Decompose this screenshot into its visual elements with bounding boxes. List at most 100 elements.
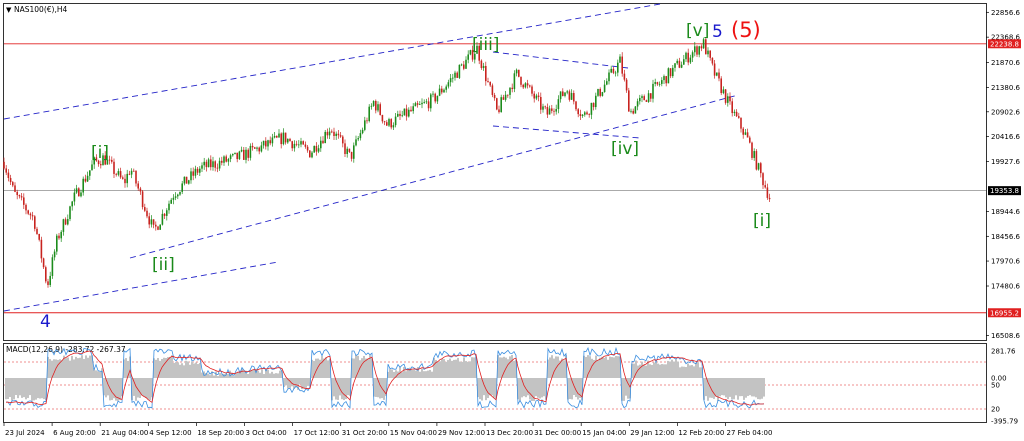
candle-body: [544, 106, 546, 108]
macd-histogram-bar: [43, 378, 45, 400]
macd-histogram-bar: [565, 355, 567, 378]
candle-body: [234, 152, 236, 154]
macd-histogram-bar: [83, 358, 85, 378]
candle-body: [454, 72, 456, 78]
macd-histogram-bar: [257, 370, 259, 378]
macd-histogram-bar: [499, 357, 501, 378]
candle-body: [471, 50, 474, 60]
candle-body: [612, 68, 615, 73]
macd-histogram-bar: [435, 359, 437, 378]
macd-histogram-bar: [147, 378, 149, 400]
candle-body: [122, 177, 124, 179]
macd-histogram-bar: [751, 378, 753, 397]
macd-histogram-bar: [591, 358, 593, 378]
macd-histogram-bar: [745, 378, 747, 398]
candle-body: [267, 140, 269, 147]
candle-body: [119, 171, 122, 178]
candle-body: [276, 135, 278, 138]
candle-body: [729, 96, 731, 102]
candle-body: [229, 155, 232, 159]
candle-body: [636, 101, 639, 107]
candle-body: [64, 219, 67, 225]
candle-body: [482, 65, 485, 69]
macd-histogram-bar: [741, 378, 743, 397]
candle-body: [408, 109, 410, 117]
candle-body: [513, 73, 516, 90]
macd-histogram-bar: [219, 373, 221, 378]
price-tick-label: 20902.6: [991, 108, 1020, 116]
candle-body: [661, 80, 663, 84]
candle-body: [86, 175, 89, 182]
candle-body: [298, 144, 300, 146]
candle-body: [586, 112, 588, 115]
candle-body: [566, 91, 568, 93]
macd-histogram-bar: [347, 378, 349, 396]
macd-histogram-bar: [653, 362, 655, 378]
time-tick-label: 15 Nov 04:00: [390, 429, 437, 437]
candle-body: [133, 170, 135, 172]
macd-histogram-bar: [59, 359, 61, 378]
macd-histogram-bar: [335, 378, 337, 400]
macd-histogram-bar: [285, 378, 287, 386]
candle-body: [683, 59, 685, 65]
candle-body: [287, 138, 289, 143]
candle-body: [469, 50, 472, 55]
macd-histogram-bar: [553, 358, 555, 378]
candle-body: [128, 173, 131, 175]
macd-histogram-bar: [105, 378, 107, 398]
macd-histogram-bar: [371, 358, 373, 378]
candle-body: [509, 87, 511, 95]
macd-histogram-bar: [267, 369, 269, 378]
macd-histogram-bar: [495, 378, 497, 399]
macd-histogram-bar: [569, 378, 571, 399]
candle-body: [207, 159, 210, 168]
macd-histogram-bar: [149, 378, 151, 401]
candle-body: [194, 168, 197, 176]
macd-histogram-bar: [457, 357, 459, 378]
macd-histogram-bar: [393, 371, 395, 378]
window-menu-icon[interactable]: ▼: [6, 6, 12, 14]
candle-body: [639, 97, 641, 102]
macd-histogram-bar: [461, 361, 463, 378]
candle-body: [282, 132, 285, 145]
candle-body: [196, 168, 199, 173]
macd-histogram-bar: [631, 363, 633, 378]
macd-histogram-bar: [193, 363, 195, 378]
candle-body: [27, 210, 29, 214]
macd-histogram-bar: [763, 378, 765, 397]
macd-histogram-bar: [609, 356, 611, 378]
candle-body: [350, 151, 353, 159]
macd-histogram-bar: [523, 378, 525, 397]
candle-body: [674, 63, 676, 68]
candle-body: [150, 219, 153, 225]
candle-body: [665, 76, 667, 84]
candle-body: [348, 148, 351, 152]
time-tick-label: 21 Aug 04:00: [101, 429, 148, 437]
macd-histogram-bar: [67, 357, 69, 378]
macd-histogram-bar: [369, 355, 371, 378]
macd-histogram-bar: [731, 378, 733, 400]
candle-body: [698, 46, 700, 55]
macd-histogram-bar: [655, 361, 657, 378]
candle-body: [496, 98, 498, 110]
candle-body: [333, 131, 335, 136]
candle-body: [183, 176, 186, 184]
macd-tick-label: 50: [991, 382, 1000, 390]
macd-pane-frame: [3, 343, 987, 423]
macd-histogram-bar: [129, 356, 131, 378]
candle-body: [69, 206, 71, 220]
price-tick-label: 16508.6: [991, 332, 1020, 340]
trendlines[interactable]: [3, 3, 739, 312]
macd-histogram-bar: [23, 378, 25, 398]
candle-body: [467, 54, 469, 60]
candle-body: [346, 148, 348, 155]
candle-body: [339, 135, 342, 137]
macd-histogram-bar: [113, 378, 115, 399]
macd-histogram-bar: [677, 361, 679, 378]
macd-histogram-bar: [85, 355, 87, 378]
macd-histogram-bar: [735, 378, 737, 396]
macd-histogram-bar: [551, 355, 553, 378]
macd-histogram-bar: [733, 378, 735, 400]
